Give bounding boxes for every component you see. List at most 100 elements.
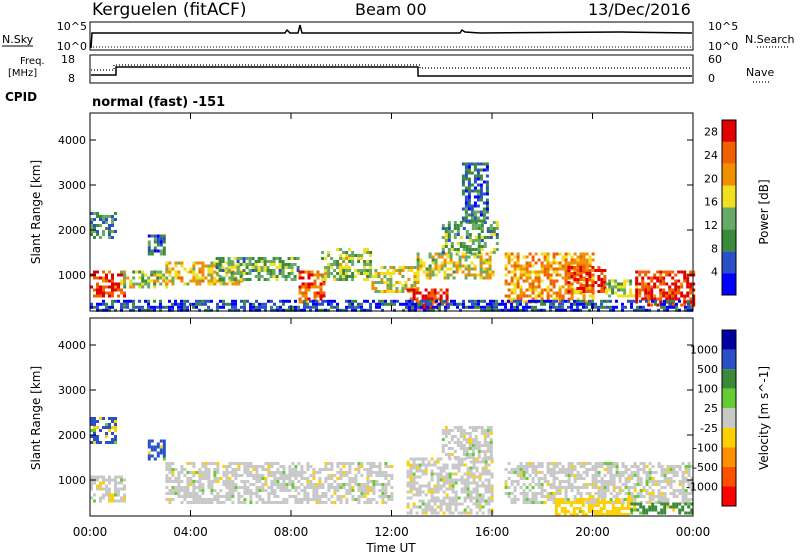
echo-cell	[525, 305, 528, 309]
echo-cell	[588, 264, 592, 268]
echo-cell	[501, 302, 504, 306]
echo-cell	[96, 230, 99, 233]
echo-cell	[300, 471, 304, 474]
echo-cell	[257, 257, 261, 260]
echo-cell	[433, 472, 437, 476]
echo-cell	[537, 483, 541, 486]
echo-cell	[360, 465, 364, 468]
echo-cell	[251, 263, 255, 266]
echo-cell	[177, 273, 181, 277]
echo-cell	[484, 478, 488, 482]
echo-cell	[252, 465, 256, 468]
echo-cell	[683, 300, 687, 304]
echo-cell	[624, 477, 628, 480]
echo-cell	[147, 282, 151, 286]
echo-cell	[600, 477, 604, 480]
echo-cell	[257, 278, 261, 281]
echo-cell	[564, 282, 568, 286]
echo-cell	[645, 465, 649, 468]
echo-cell	[93, 288, 96, 292]
echo-cell	[659, 300, 663, 304]
echo-cell	[546, 462, 550, 465]
echo-cell	[549, 498, 553, 501]
echo-cell	[477, 305, 480, 309]
echo-cell	[479, 255, 483, 259]
echo-cell	[99, 294, 102, 298]
echo-cell	[463, 487, 467, 491]
echo-cell	[153, 279, 157, 283]
echo-cell	[464, 207, 468, 211]
echo-cell	[654, 505, 658, 509]
echo-cell	[690, 480, 694, 483]
echo-cell	[312, 305, 315, 309]
echo-cell	[165, 270, 169, 274]
echo-cell	[476, 168, 480, 172]
echo-cell	[319, 282, 323, 286]
echo-cell	[576, 477, 580, 480]
echo-cell	[579, 266, 583, 269]
echo-cell	[392, 272, 396, 275]
echo-cell	[162, 457, 166, 461]
echo-cell	[363, 501, 367, 504]
echo-cell	[231, 492, 235, 495]
echo-cell	[222, 299, 225, 303]
echo-cell	[617, 507, 621, 510]
echo-cell	[463, 484, 467, 488]
echo-cell	[617, 294, 621, 298]
echo-cell	[445, 487, 449, 491]
echo-cell	[458, 258, 462, 262]
echo-cell	[402, 308, 405, 312]
echo-cell	[648, 508, 652, 512]
echo-cell	[318, 468, 322, 471]
echo-cell	[384, 486, 388, 489]
echo-cell	[454, 502, 458, 506]
echo-cell	[234, 471, 238, 474]
echo-cell	[342, 257, 346, 260]
echo-cell	[439, 478, 443, 482]
echo-cell	[492, 221, 496, 224]
echo-cell	[660, 468, 664, 471]
echo-cell	[282, 308, 285, 312]
echo-cell	[348, 471, 352, 474]
echo-cell	[483, 242, 487, 245]
echo-cell	[454, 508, 458, 512]
echo-cell	[456, 233, 460, 236]
echo-cell	[363, 483, 367, 486]
echo-cell	[195, 501, 199, 504]
echo-cell	[99, 475, 102, 479]
echo-cell	[608, 510, 612, 513]
echo-cell	[186, 270, 190, 274]
echo-cell	[487, 502, 491, 506]
echo-cell	[351, 254, 355, 257]
echo-cell	[519, 465, 523, 468]
echo-cell	[558, 288, 562, 292]
echo-cell	[201, 273, 205, 277]
echo-cell	[415, 457, 419, 461]
echo-cell	[198, 267, 202, 271]
echo-cell	[519, 276, 523, 280]
echo-cell	[279, 489, 283, 492]
echo-cell	[465, 251, 469, 254]
echo-cell	[444, 299, 447, 303]
echo-cell	[126, 299, 129, 303]
echo-cell	[282, 465, 286, 468]
echo-cell	[168, 462, 172, 465]
echo-cell	[447, 230, 451, 233]
echo-cell	[236, 263, 240, 266]
echo-cell	[579, 278, 583, 281]
echo-cell	[224, 269, 228, 272]
echo-cell	[102, 299, 105, 303]
echo-cell	[156, 273, 160, 277]
echo-cell	[466, 487, 470, 491]
echo-cell	[614, 507, 618, 510]
echo-cell	[489, 299, 492, 303]
echo-cell	[537, 285, 541, 289]
echo-cell	[513, 282, 517, 286]
echo-cell	[671, 294, 675, 298]
echo-cell	[111, 438, 114, 441]
echo-cell	[578, 510, 582, 513]
echo-cell	[546, 471, 550, 474]
echo-cell	[445, 481, 449, 485]
echo-cell	[189, 279, 193, 283]
echo-cell	[300, 474, 304, 477]
